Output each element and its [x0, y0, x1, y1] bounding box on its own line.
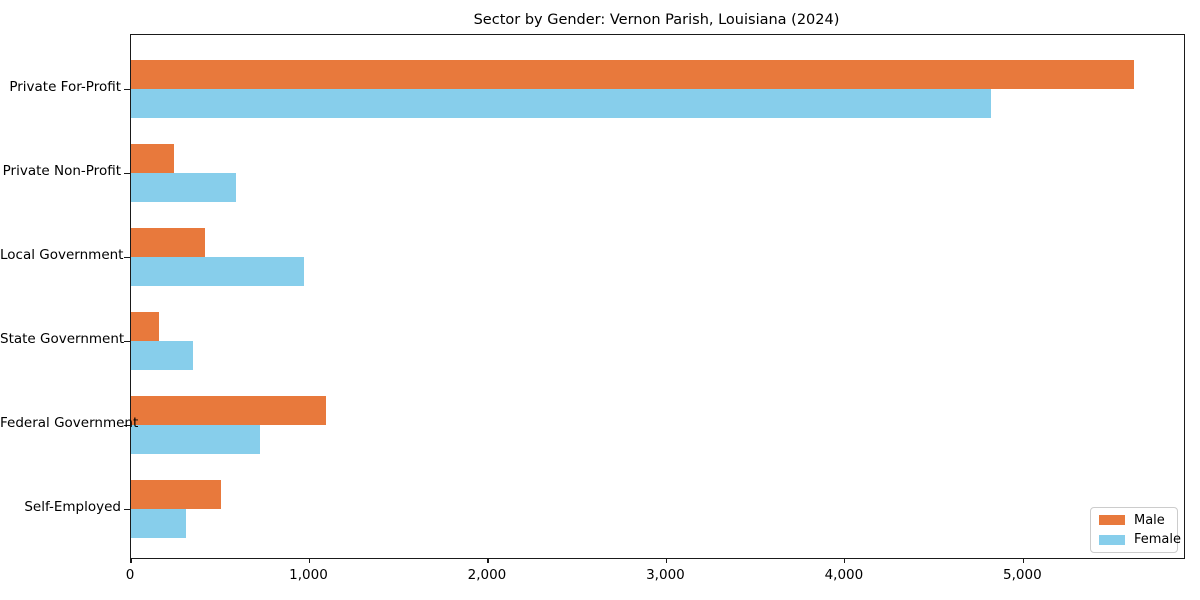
y-tick-self-employed — [124, 508, 130, 510]
legend-label-male: Male — [1134, 512, 1165, 528]
y-tick-private-for-profit — [124, 88, 130, 90]
bar-female-private-for-profit — [131, 89, 992, 118]
legend: Male Female — [1090, 507, 1181, 553]
y-axis-label-federal-government: Federal Government — [0, 415, 139, 431]
bar-female-state-government — [131, 341, 194, 370]
y-axis-label-state-government: State Government — [0, 331, 125, 347]
legend-swatch-male — [1099, 515, 1125, 526]
bar-male-state-government — [131, 312, 159, 341]
x-tick-1000 — [308, 558, 311, 563]
bar-male-self-employed — [131, 480, 222, 509]
y-axis-label-local-government: Local Government — [0, 247, 124, 263]
y-tick-federal-government — [124, 424, 130, 426]
x-tick-0 — [130, 558, 132, 563]
legend-item-male: Male — [1099, 513, 1177, 528]
x-tick-3000 — [665, 558, 667, 563]
x-tick-5000 — [1022, 558, 1024, 563]
chart-title: Sector by Gender: Vernon Parish, Louisia… — [473, 12, 840, 28]
bar-female-federal-government — [131, 425, 260, 454]
x-tick-4000 — [844, 558, 846, 563]
x-axis-label-5000: 5,000 — [1003, 567, 1042, 583]
legend-swatch-female — [1099, 534, 1125, 545]
x-axis-label-3000: 3,000 — [646, 567, 685, 583]
x-axis-label-4000: 4,000 — [824, 567, 864, 583]
y-tick-state-government — [124, 340, 130, 342]
plot-area — [124, 34, 1185, 563]
bar-female-self-employed — [131, 509, 187, 538]
y-axis-label-private-for-profit: Private For-Profit — [9, 79, 121, 95]
x-axis-label-1000: 1,000 — [289, 567, 328, 583]
legend-label-female: Female — [1134, 532, 1182, 548]
y-tick-local-government — [124, 256, 130, 258]
bar-female-local-government — [131, 257, 305, 286]
x-axis-label-0: 0 — [125, 567, 135, 583]
y-axis-label-self-employed: Self-Employed — [24, 499, 121, 515]
bar-male-private-for-profit — [131, 60, 1135, 89]
y-axis-label-private-non-profit: Private Non-Profit — [2, 163, 121, 179]
x-tick-2000 — [487, 558, 489, 563]
bar-male-private-non-profit — [131, 144, 174, 173]
y-tick-private-non-profit — [124, 172, 130, 174]
bar-male-local-government — [131, 228, 206, 257]
x-axis-label-2000: 2,000 — [467, 567, 507, 583]
bar-male-federal-government — [131, 396, 327, 425]
bar-female-private-non-profit — [131, 173, 237, 202]
legend-item-female: Female — [1099, 532, 1181, 547]
